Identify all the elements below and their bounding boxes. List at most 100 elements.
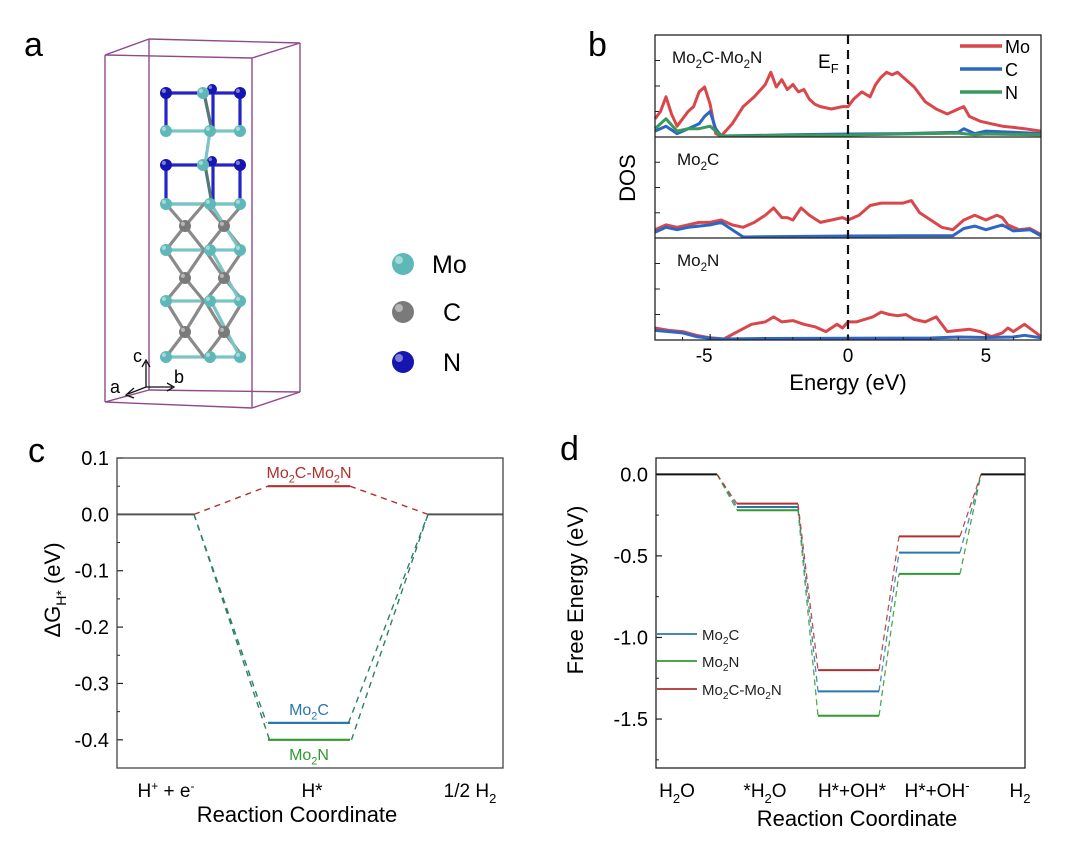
molybdenum-atom	[160, 244, 172, 256]
level-label: Mo2C	[289, 702, 329, 722]
molybdenum-atom	[160, 198, 172, 210]
nitrogen-atom-sphere	[207, 156, 217, 166]
molybdenum-atom	[204, 198, 216, 210]
nitrogen-atom-highlight	[235, 88, 240, 93]
plot-frame	[116, 457, 504, 769]
molybdenum-atom	[234, 125, 246, 137]
c-axis-arrowhead-icon	[141, 358, 151, 368]
cat-part: 1/2 H	[444, 781, 489, 802]
molybdenum-atom	[204, 244, 216, 256]
label-part-sub1: 2	[723, 691, 729, 702]
carbon-atom	[179, 272, 191, 284]
y-tick-label: -0.3	[75, 673, 109, 695]
label-part-mid: C-Mo	[702, 48, 744, 67]
label-part-mid: N	[317, 747, 329, 764]
molybdenum-atom-sphere	[204, 125, 216, 137]
molybdenum-atom-sphere	[234, 125, 246, 137]
fermi-sub: F	[831, 61, 839, 76]
carbon-atom-sphere	[218, 220, 230, 232]
molybdenum-atom-highlight	[161, 199, 166, 204]
y-tick-label: -0.1	[75, 561, 109, 583]
molybdenum-atom-highlight	[235, 126, 240, 131]
dos-line-mo	[653, 70, 1042, 138]
dos-legend: Mo CN	[960, 37, 1030, 103]
fermi-E: E	[818, 52, 831, 73]
y-label-sub: H*	[53, 590, 69, 606]
molybdenum-atom	[234, 295, 246, 307]
cat-sub: 2	[673, 791, 680, 806]
label-part-mid: C	[317, 702, 329, 719]
carbon-atom-sphere	[179, 326, 191, 338]
connector	[716, 473, 738, 505]
legend-sphere-highlight	[395, 354, 403, 362]
molybdenum-atom	[204, 351, 216, 363]
y-tick-label: 0.0	[620, 464, 648, 486]
connector	[959, 474, 982, 537]
carbon-atom-sphere	[218, 272, 230, 284]
c-axis-label: c	[133, 346, 142, 366]
y-tick-label: 0.1	[81, 448, 109, 470]
carbon-atom-sphere	[179, 272, 191, 284]
cat-sub: 2	[1023, 791, 1030, 806]
molybdenum-atom-sphere	[204, 244, 216, 256]
legend-label-n: N	[1005, 83, 1018, 103]
nitrogen-atom-highlight	[208, 85, 212, 89]
label-part-main: Mo	[289, 747, 311, 764]
molybdenum-atom-highlight	[161, 126, 166, 131]
molybdenum-atom-sphere	[160, 198, 172, 210]
label-part-sub1: 2	[701, 262, 707, 274]
atom-legend-label: Mo	[432, 251, 467, 279]
y-tick-label: -0.5	[614, 546, 648, 568]
label-part-sub1: 2	[723, 663, 729, 674]
connector-right	[347, 514, 429, 724]
molybdenum-atom-highlight	[205, 296, 210, 301]
molybdenum-atom	[234, 351, 246, 363]
molybdenum-atom-highlight	[198, 88, 203, 93]
label-part-main: Mo	[702, 654, 723, 671]
molybdenum-atom	[160, 125, 172, 137]
molybdenum-atom-highlight	[161, 296, 166, 301]
atom-legend-item: N	[392, 349, 461, 377]
label-part-sub2: 2	[765, 691, 771, 702]
carbon-atom-highlight	[219, 221, 224, 226]
atoms	[160, 84, 246, 363]
x-category-label: 1/2 H2	[444, 781, 497, 806]
nitrogen-atom	[207, 156, 217, 166]
dos-subplot-mo2c: Mo2C	[654, 136, 1042, 239]
legend-label-mo: Mo	[1005, 37, 1030, 57]
cat-sub: 2	[489, 791, 496, 806]
y-axis-label: ΔGH* (eV)	[40, 542, 69, 637]
carbon-atom-highlight	[180, 273, 185, 278]
unit-cell-edge	[104, 401, 253, 409]
molybdenum-atom-sphere	[197, 87, 209, 99]
atom-legend: Mo CN	[392, 251, 467, 377]
connector	[716, 473, 738, 511]
molybdenum-atom-sphere	[197, 159, 209, 171]
carbon-atom	[179, 220, 191, 232]
dos-subplot-mo2c-mo2n: Mo2C-Mo2N	[653, 48, 1042, 138]
atom-legend-label: N	[443, 349, 461, 377]
label-part-main: Mo	[266, 465, 288, 482]
nitrogen-atom	[207, 84, 217, 94]
label-part-main: Mo	[677, 251, 701, 270]
molybdenum-atom	[160, 351, 172, 363]
molybdenum-atom-sphere	[160, 244, 172, 256]
molybdenum-atom	[204, 295, 216, 307]
unit-cell-edge	[148, 389, 301, 393]
fermi-level-label: EF	[818, 52, 839, 76]
molybdenum-atom	[234, 198, 246, 210]
nitrogen-atom-sphere	[160, 87, 172, 99]
atom-legend-item: C	[392, 299, 461, 327]
molybdenum-atom-sphere	[234, 351, 246, 363]
n-legend-sphere	[392, 351, 414, 373]
carbon-atom	[179, 326, 191, 338]
dos-line-n	[653, 117, 1042, 138]
molybdenum-atom	[197, 159, 209, 171]
dos-line-c	[654, 220, 1042, 239]
nitrogen-atom-sphere	[234, 159, 246, 171]
molybdenum-atom-highlight	[161, 352, 166, 357]
nitrogen-atom-highlight	[235, 160, 240, 165]
dos-subplot-label: Mo2C	[677, 150, 719, 173]
label-part-end: N	[771, 682, 782, 699]
label-part-sub2: 2	[744, 59, 750, 71]
